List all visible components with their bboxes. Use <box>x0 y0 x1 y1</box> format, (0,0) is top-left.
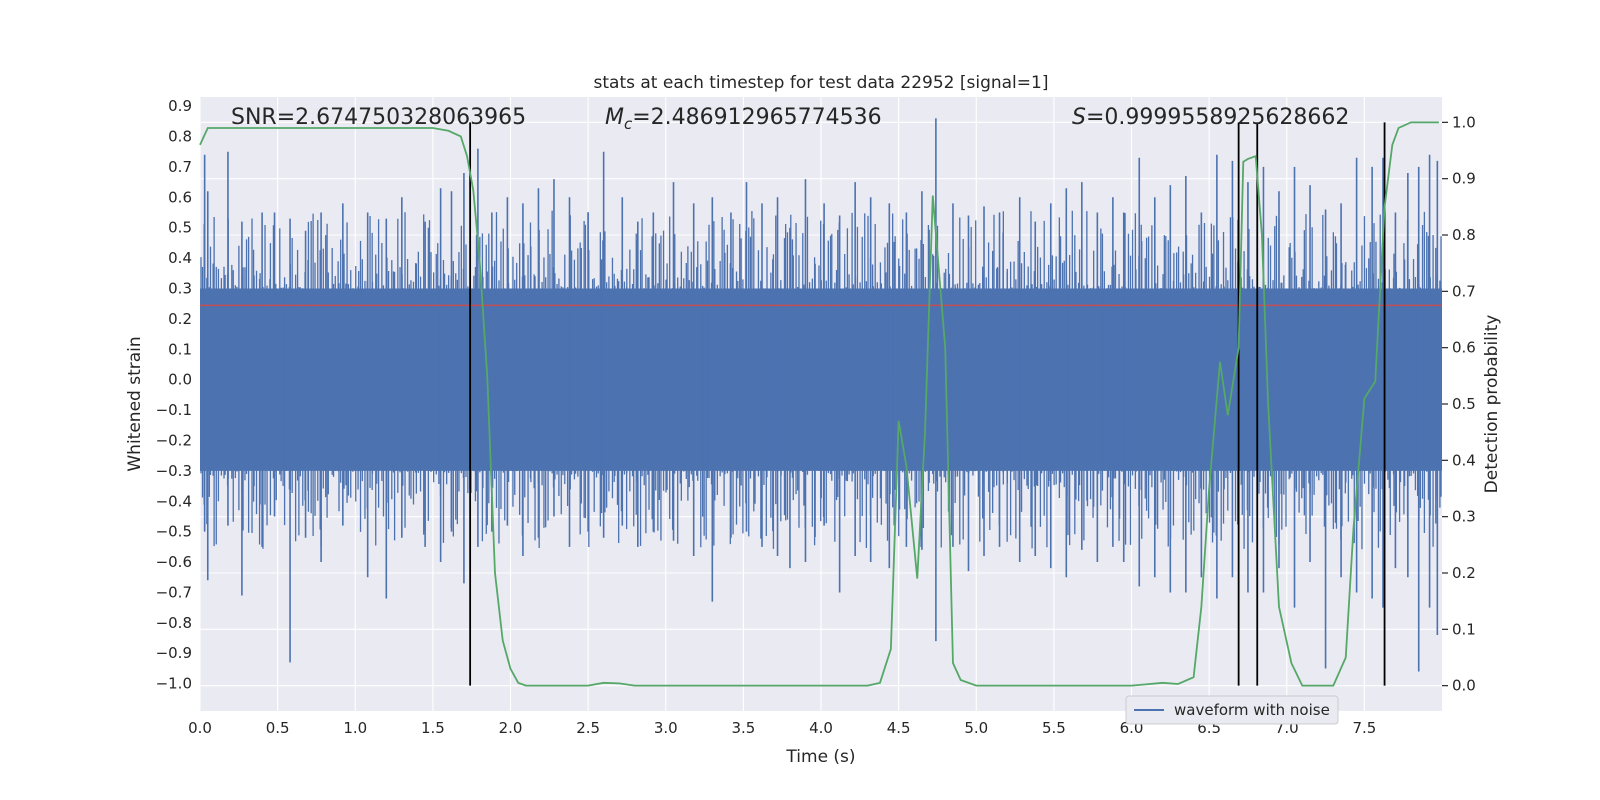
y2-tick-label: 0.1 <box>1452 620 1476 638</box>
y-tick-label: −0.4 <box>156 492 192 510</box>
chirp-mass-subscript: c <box>624 115 633 133</box>
snr-annotation: SNR=2.674750328063965 <box>231 105 526 130</box>
y-tick-labels: 0.9 0.8 0.7 0.6 0.5 0.4 0.3 0.2 0.1 0.0 −0.1 −0.2 −0… <box>156 97 192 693</box>
x-tick-label: 3.0 <box>654 719 678 737</box>
y-tick-label: 0.7 <box>168 158 192 176</box>
x-tick-label: 4.5 <box>887 719 911 737</box>
y2-tick-label: 0.2 <box>1452 564 1476 582</box>
x-tick-label: 4.0 <box>809 719 833 737</box>
y2-tick-label: 0.9 <box>1452 170 1476 188</box>
y-tick-label: −0.5 <box>156 523 192 541</box>
strain-series <box>200 118 1442 672</box>
y-tick-label: 0.2 <box>168 310 192 328</box>
y2-tick-label: 1.0 <box>1452 113 1476 131</box>
x-tick-label: 1.5 <box>421 719 445 737</box>
y2-tick-label: 0.6 <box>1452 339 1476 357</box>
y-tick-label: 0.5 <box>168 219 192 237</box>
x-tick-labels: 0.0 0.5 1.0 1.5 2.0 2.5 3.0 3.5 4.0 4.5 5.0 5.5 6.0 6… <box>188 719 1376 737</box>
x-tick-label: 0.0 <box>188 719 212 737</box>
x-tick-label: 3.5 <box>731 719 755 737</box>
chirp-mass-annotation: Mc=2.486912965774536 <box>605 105 882 133</box>
y2-tick-label: 0.3 <box>1452 508 1476 526</box>
score-symbol: S <box>1072 105 1086 130</box>
y2-tick-label: 0.0 <box>1452 677 1476 695</box>
y-tick-label: 0.1 <box>168 340 192 358</box>
y-tick-label: 0.0 <box>168 371 192 389</box>
y-tick-label: −0.7 <box>156 583 192 601</box>
chart-title: stats at each timestep for test data 229… <box>594 73 1049 93</box>
legend: waveform with noise <box>1125 695 1339 725</box>
legend-label: waveform with noise <box>1174 701 1330 719</box>
y2-tick-label: 0.8 <box>1452 226 1476 244</box>
y-axis-label: Whitened strain <box>125 336 145 471</box>
y-tick-label: −0.8 <box>156 614 192 632</box>
score-value: =0.9999558925628662 <box>1086 105 1349 130</box>
strain-spikes <box>200 118 1442 672</box>
y-tick-label: −0.2 <box>156 431 192 449</box>
y-tick-label: −0.3 <box>156 462 192 480</box>
x-tick-label: 5.0 <box>964 719 988 737</box>
y-tick-label: 0.9 <box>168 97 192 115</box>
y2-axis-label: Detection probability <box>1482 315 1502 494</box>
x-tick-label: 1.0 <box>343 719 367 737</box>
chirp-mass-symbol: M <box>605 105 624 130</box>
y-tick-label: 0.8 <box>168 128 192 146</box>
y-tick-label: −1.0 <box>156 675 192 693</box>
x-tick-label: 5.5 <box>1042 719 1066 737</box>
x-tick-label: 0.5 <box>266 719 290 737</box>
y-tick-label: −0.9 <box>156 644 192 662</box>
y-tick-label: −0.1 <box>156 401 192 419</box>
y-tick-label: 0.6 <box>168 188 192 206</box>
legend-box <box>1125 695 1339 725</box>
y2-tick-label: 0.7 <box>1452 282 1476 300</box>
y-tick-label: −0.6 <box>156 553 192 571</box>
y2-tick-label: 0.5 <box>1452 395 1476 413</box>
y-tick-label: 0.4 <box>168 249 192 267</box>
y2-tick-labels: 1.0 0.9 0.8 0.7 0.6 0.5 0.4 0.3 0.2 0.1 0.0 <box>1442 113 1476 695</box>
y2-tick-label: 0.4 <box>1452 451 1476 469</box>
probability-line <box>199 121 1439 687</box>
x-tick-label: 2.0 <box>499 719 523 737</box>
chirp-mass-value: =2.486912965774536 <box>632 105 881 130</box>
x-tick-label: 7.5 <box>1352 719 1376 737</box>
score-annotation: S=0.9999558925628662 <box>1072 105 1349 130</box>
y-tick-label: 0.3 <box>168 279 192 297</box>
x-tick-label: 2.5 <box>576 719 600 737</box>
x-axis-label: Time (s) <box>785 747 855 767</box>
